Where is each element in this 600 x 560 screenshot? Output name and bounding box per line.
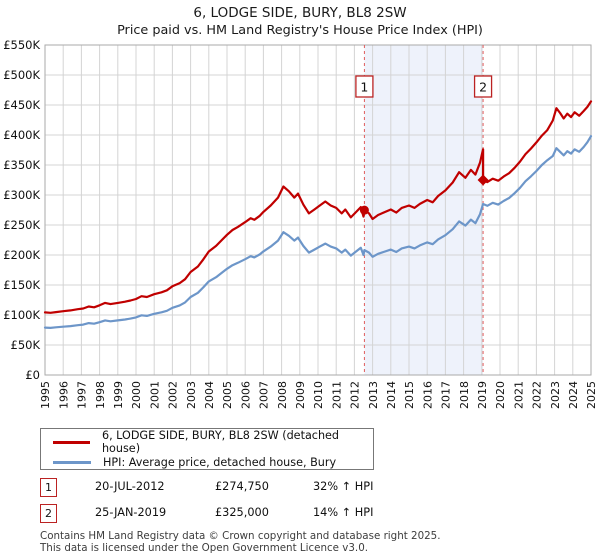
svg-text:£500K: £500K: [3, 68, 40, 82]
chart-legend: 6, LODGE SIDE, BURY, BL8 2SW (detached h…: [40, 428, 374, 470]
svg-text:2016: 2016: [421, 381, 434, 409]
y-axis-labels: £0 £50K £100K £150K £200K £250K £300K £350K £400…: [3, 38, 40, 382]
footer-line-2: This data is licensed under the Open Gov…: [40, 541, 369, 554]
page-title: 6, LODGE SIDE, BURY, BL8 2SW: [193, 5, 407, 21]
svg-text:2000: 2000: [130, 381, 143, 409]
transaction-row-1: 1 20-JUL-2012 £274,750 32% ↑ HPI: [40, 477, 560, 503]
svg-text:2001: 2001: [148, 381, 161, 409]
svg-text:1997: 1997: [76, 381, 89, 409]
svg-text:2007: 2007: [258, 381, 271, 409]
svg-text:2006: 2006: [239, 381, 252, 409]
svg-text:2002: 2002: [167, 381, 180, 409]
svg-text:£350K: £350K: [3, 158, 40, 172]
svg-text:£400K: £400K: [3, 128, 40, 142]
transaction-2-hpi-delta: 14% ↑ HPI: [313, 506, 374, 519]
svg-text:2014: 2014: [385, 381, 398, 409]
transaction-row-2: 2 25-JAN-2019 £325,000 14% ↑ HPI: [40, 503, 560, 529]
svg-text:£50K: £50K: [11, 338, 41, 352]
svg-text:2021: 2021: [512, 381, 525, 409]
svg-text:2015: 2015: [403, 381, 416, 409]
hpi-line-swatch: [53, 460, 91, 464]
svg-text:2017: 2017: [440, 381, 453, 409]
legend-label-property: 6, LODGE SIDE, BURY, BL8 2SW (detached h…: [101, 429, 340, 456]
hpi-series-line: [43, 135, 593, 329]
gridlines: [45, 44, 591, 375]
svg-text:2008: 2008: [276, 381, 289, 409]
svg-text:2023: 2023: [549, 381, 562, 409]
legend-item-hpi: HPI: Average price, detached house, Bury: [41, 456, 373, 469]
sale-2-marker: [477, 174, 489, 186]
transaction-1-date: 20-JUL-2012: [95, 480, 165, 493]
svg-text:£0: £0: [25, 368, 40, 382]
transaction-1-hpi-delta: 32% ↑ HPI: [313, 480, 374, 493]
svg-text:£450K: £450K: [3, 98, 40, 112]
plot-border: [44, 44, 592, 376]
svg-text:2005: 2005: [221, 381, 234, 409]
sale-1-label-box: [355, 75, 374, 98]
sale-2-label-box: [473, 75, 493, 98]
sale-2-label: 2: [479, 80, 487, 95]
transaction-1-index-badge: 1: [40, 478, 57, 497]
property-series-line: [43, 100, 593, 314]
legend-label-hpi: HPI: Average price, detached house, Bury: [103, 455, 337, 469]
svg-text:2025: 2025: [585, 381, 598, 409]
license-footer: Contains HM Land Registry data © Crown c…: [40, 530, 441, 554]
svg-text:2013: 2013: [367, 381, 380, 409]
sale-1-marker: [359, 205, 369, 215]
svg-text:2009: 2009: [294, 381, 307, 409]
x-axis-labels: 1995 1996 1997 1998 1999 2000 2001 2002 2003 2004…: [39, 381, 598, 409]
svg-text:2020: 2020: [494, 381, 507, 409]
svg-text:£150K: £150K: [3, 278, 40, 292]
svg-text:2019: 2019: [476, 381, 489, 409]
transaction-1-price: £274,750: [215, 480, 269, 493]
legend-item-property: 6, LODGE SIDE, BURY, BL8 2SW (detached h…: [41, 429, 373, 455]
svg-text:2024: 2024: [567, 381, 580, 409]
svg-text:2012: 2012: [349, 381, 362, 409]
transaction-2-price: £325,000: [215, 506, 269, 519]
transaction-2-index-badge: 2: [40, 504, 57, 523]
property-line-swatch: [53, 440, 90, 444]
svg-text:2003: 2003: [185, 381, 198, 409]
svg-text:£200K: £200K: [3, 248, 40, 262]
sale-1-label: 1: [360, 80, 368, 95]
svg-text:1995: 1995: [39, 381, 52, 409]
svg-text:1999: 1999: [112, 381, 125, 409]
price-history-chart: 1 2 £0 £50K £100K £150K £200K £250K £300K £350K £4…: [3, 38, 598, 409]
svg-text:2022: 2022: [531, 381, 544, 409]
transaction-2-date: 25-JAN-2019: [95, 506, 167, 519]
svg-text:1996: 1996: [57, 381, 70, 409]
footer-line-1: Contains HM Land Registry data © Crown c…: [40, 530, 441, 542]
svg-text:2010: 2010: [312, 381, 325, 409]
page-subtitle: Price paid vs. HM Land Registry's House …: [117, 23, 483, 38]
svg-text:2004: 2004: [203, 381, 216, 409]
svg-text:£550K: £550K: [3, 38, 40, 52]
svg-text:2018: 2018: [458, 381, 471, 409]
svg-text:1998: 1998: [94, 381, 107, 409]
svg-text:£300K: £300K: [3, 188, 40, 202]
between-sales-band: [364, 45, 484, 375]
svg-text:2011: 2011: [330, 381, 343, 409]
svg-text:£100K: £100K: [3, 308, 40, 322]
svg-text:£250K: £250K: [3, 218, 40, 232]
transactions-table: 1 20-JUL-2012 £274,750 32% ↑ HPI 2 25-JA…: [40, 477, 560, 529]
